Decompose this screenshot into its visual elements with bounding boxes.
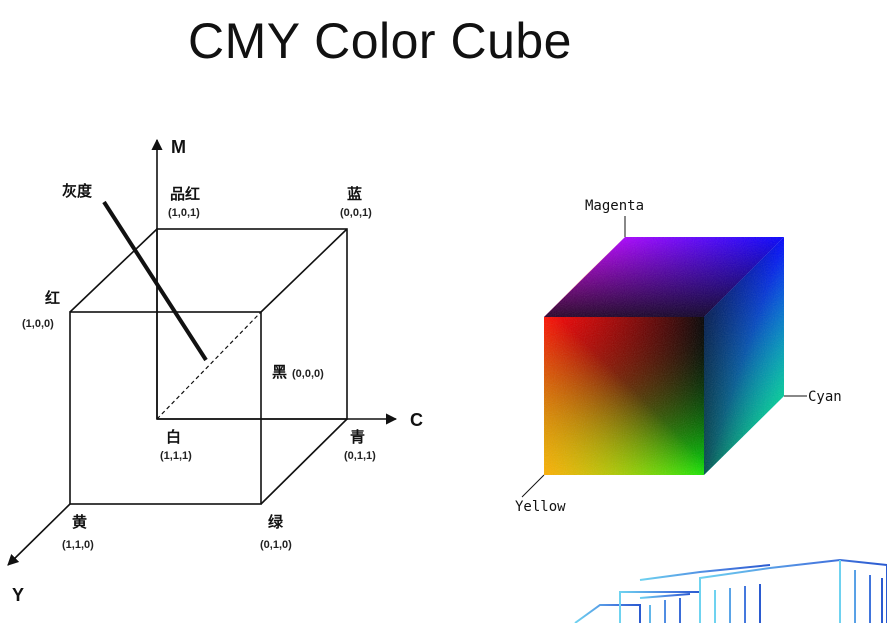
vertex-yellow-coord: (1,1,0) xyxy=(62,539,94,551)
edge-magenta-red xyxy=(69,228,158,313)
vertex-magenta-name: 品红 xyxy=(170,185,200,203)
vertex-cyan-name: 青 xyxy=(350,428,365,446)
m-axis-label: M xyxy=(171,137,186,157)
vertex-blue-coord: (0,0,1) xyxy=(340,207,372,219)
y-axis-label: Y xyxy=(12,585,24,605)
gray-pointer-line xyxy=(102,200,208,362)
vertex-red-coord: (1,0,0) xyxy=(22,318,54,330)
vertex-yellow-name: 黄 xyxy=(72,513,87,531)
edge-cyan-green xyxy=(260,418,348,505)
vertex-red-name: 红 xyxy=(45,289,60,307)
cube-front-face xyxy=(69,311,262,505)
vertex-green-coord: (0,1,0) xyxy=(260,539,292,551)
c-axis-label: C xyxy=(410,410,423,430)
vertex-cyan-coord: (0,1,1) xyxy=(344,450,376,462)
magenta-label: Magenta xyxy=(585,198,644,214)
vertex-white-coord: (1,1,1) xyxy=(160,450,192,462)
vertex-green-name: 绿 xyxy=(268,513,284,531)
yellow-label: Yellow xyxy=(515,499,566,515)
y-axis xyxy=(7,503,71,566)
gray-label: 灰度 xyxy=(62,182,93,200)
gray-diagonal xyxy=(156,311,262,420)
vertex-blue-name: 蓝 xyxy=(347,185,362,203)
vertex-black-coord: (0,0,0) xyxy=(292,368,324,380)
vertex-magenta-coord: (1,0,1) xyxy=(168,207,200,219)
color-cube: Magenta Cyan Yellow xyxy=(515,198,842,515)
edge-blue-black xyxy=(260,228,348,313)
yellow-callout-line xyxy=(521,474,545,498)
page-title: CMY Color Cube xyxy=(187,13,572,69)
vertex-black-name: 黑 xyxy=(272,363,287,381)
building-watermark xyxy=(574,558,887,623)
vertex-white-name: 白 xyxy=(166,428,181,446)
cyan-label: Cyan xyxy=(808,389,842,405)
